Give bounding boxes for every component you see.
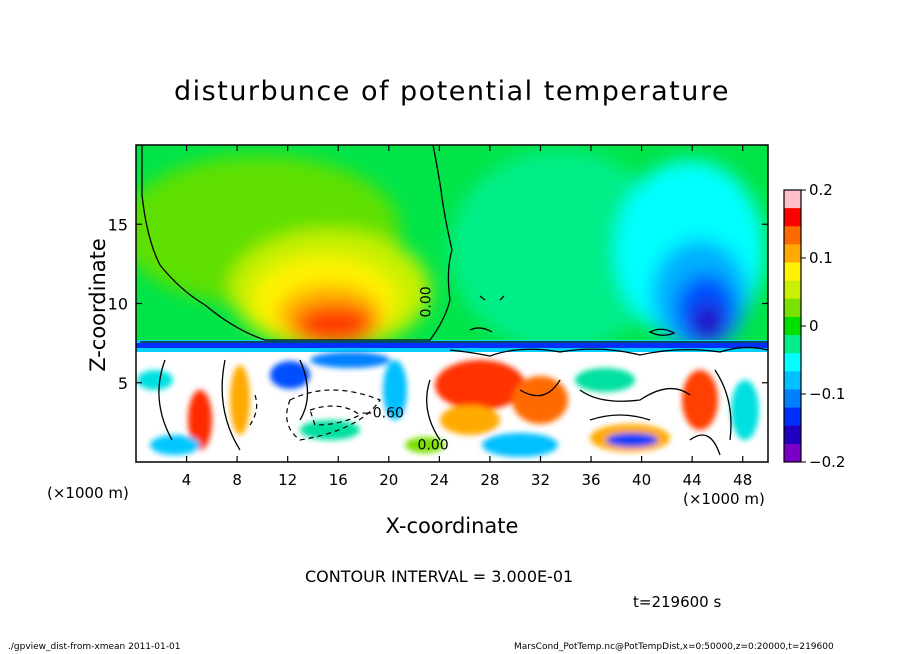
contour-label: 0.00 bbox=[417, 437, 448, 453]
x-tick-label: 36 bbox=[581, 471, 600, 489]
field-shading bbox=[136, 145, 768, 462]
colorbar-swatch bbox=[784, 280, 801, 300]
x-tick-label: 8 bbox=[232, 471, 242, 489]
x-unit-left: (×1000 m) bbox=[47, 484, 129, 502]
x-tick-label: 20 bbox=[379, 471, 398, 489]
colorbar-swatch bbox=[784, 353, 801, 372]
colorbar-swatch bbox=[784, 244, 801, 264]
y-tick-label: 10 bbox=[108, 295, 128, 314]
colorbar: 0.2 0.1 0 −0.1 −0.2 bbox=[783, 181, 845, 471]
dashed-contours bbox=[249, 389, 381, 441]
time-label: t=219600 s bbox=[633, 593, 722, 611]
x-tick-label: 48 bbox=[733, 471, 752, 489]
x-tick-label: 4 bbox=[182, 471, 192, 489]
colorbar-swatch bbox=[784, 262, 801, 282]
colorbar-swatch bbox=[784, 335, 801, 354]
colorbar-tick-label: −0.2 bbox=[809, 453, 845, 471]
x-tick-label: 16 bbox=[329, 471, 348, 489]
contour-labels: 0.00 −0.60 0.00 bbox=[361, 286, 449, 453]
colorbar-swatch bbox=[784, 371, 801, 390]
x-tick-label: 44 bbox=[683, 471, 702, 489]
x-axis: 4 8 12 16 20 24 28 32 36 40 44 48 bbox=[182, 145, 752, 489]
x-unit-right: (×1000 m) bbox=[683, 490, 765, 508]
x-tick-label: 24 bbox=[430, 471, 449, 489]
footer-left: ./gpview_dist-from-xmean 2011-01-01 bbox=[8, 642, 181, 652]
x-tick-label: 40 bbox=[632, 471, 651, 489]
colorbar-tick-label: −0.1 bbox=[809, 385, 845, 403]
x-tick-label: 28 bbox=[480, 471, 499, 489]
y-tick-label: 5 bbox=[118, 374, 128, 393]
colorbar-tick-label: 0 bbox=[809, 317, 819, 335]
colorbar-swatch bbox=[784, 208, 801, 227]
x-tick-label: 32 bbox=[531, 471, 550, 489]
colorbar-swatch bbox=[784, 443, 801, 463]
contour-lines bbox=[140, 145, 768, 456]
footer-right: MarsCond_PotTemp.nc@PotTempDist,x=0:5000… bbox=[514, 642, 834, 652]
colorbar-swatch bbox=[784, 298, 801, 318]
colorbar-tick-label: 0.2 bbox=[809, 181, 833, 199]
contour-label: 0.00 bbox=[419, 286, 435, 317]
y-axis-label: Z-coordinate bbox=[86, 238, 110, 372]
contour-interval-note: CONTOUR INTERVAL = 3.000E-01 bbox=[305, 567, 574, 586]
x-tick-label: 12 bbox=[278, 471, 297, 489]
colorbar-swatch bbox=[784, 226, 801, 245]
colorbar-swatch bbox=[784, 425, 801, 445]
colorbar-tick-label: 0.1 bbox=[809, 249, 833, 267]
colorbar-swatch bbox=[784, 190, 801, 209]
colorbar-swatch bbox=[784, 316, 801, 336]
y-tick-label: 15 bbox=[108, 215, 128, 234]
contour-label: −0.60 bbox=[361, 406, 404, 422]
y-axis: 5 10 15 bbox=[108, 215, 768, 393]
x-axis-label: X-coordinate bbox=[385, 514, 519, 538]
chart-title: disturbunce of potential temperature bbox=[174, 76, 730, 107]
colorbar-swatch bbox=[784, 407, 801, 427]
colorbar-swatch bbox=[784, 389, 801, 409]
